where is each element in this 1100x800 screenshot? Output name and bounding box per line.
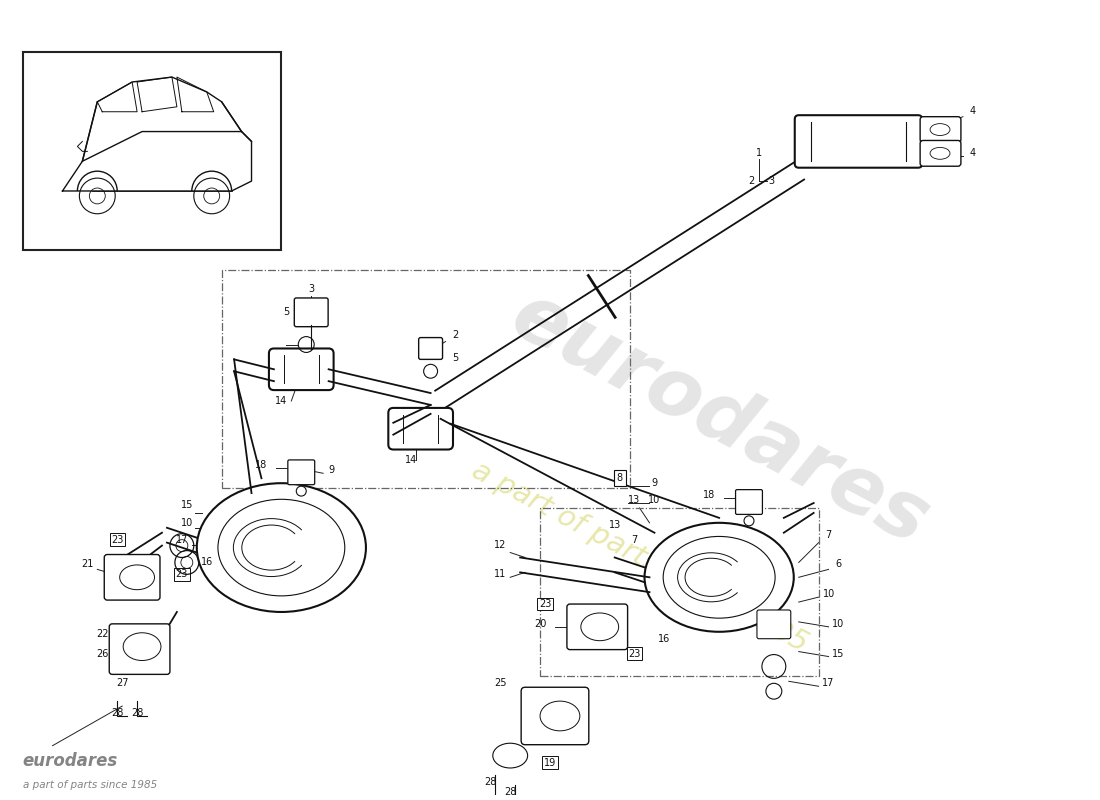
Text: 9: 9 xyxy=(328,466,334,475)
Text: 12: 12 xyxy=(494,539,506,550)
FancyBboxPatch shape xyxy=(757,610,791,638)
Text: 1: 1 xyxy=(756,148,762,158)
Text: eurodares: eurodares xyxy=(497,276,940,562)
FancyBboxPatch shape xyxy=(104,554,160,600)
Ellipse shape xyxy=(931,124,950,135)
Text: 11: 11 xyxy=(494,570,506,579)
FancyBboxPatch shape xyxy=(920,117,961,142)
Ellipse shape xyxy=(197,483,366,612)
Ellipse shape xyxy=(120,565,154,590)
Text: 10: 10 xyxy=(648,495,661,505)
Text: 18: 18 xyxy=(255,460,267,470)
Text: 19: 19 xyxy=(543,758,557,767)
Text: 13: 13 xyxy=(608,520,620,530)
Bar xyxy=(23,52,282,250)
Text: 23: 23 xyxy=(628,649,641,658)
Text: a part of parts since 1985: a part of parts since 1985 xyxy=(23,780,157,790)
Bar xyxy=(540,508,818,676)
Text: 24: 24 xyxy=(504,758,516,767)
Text: 5: 5 xyxy=(283,307,289,317)
Text: 28: 28 xyxy=(111,708,123,718)
Text: 17: 17 xyxy=(176,534,188,545)
Text: 6: 6 xyxy=(836,559,842,570)
Text: 7: 7 xyxy=(631,534,638,545)
Text: 4: 4 xyxy=(970,106,976,116)
FancyBboxPatch shape xyxy=(288,460,315,485)
FancyBboxPatch shape xyxy=(268,349,333,390)
Ellipse shape xyxy=(645,523,794,632)
Ellipse shape xyxy=(663,537,775,618)
Text: 10: 10 xyxy=(180,518,192,528)
Text: 9: 9 xyxy=(651,478,658,488)
Text: 27: 27 xyxy=(116,678,129,688)
FancyBboxPatch shape xyxy=(566,604,628,650)
Text: 8: 8 xyxy=(617,474,623,483)
Text: 2: 2 xyxy=(748,176,755,186)
Text: 5: 5 xyxy=(452,354,459,363)
Text: 23: 23 xyxy=(176,570,188,579)
FancyBboxPatch shape xyxy=(736,490,762,514)
Text: 23: 23 xyxy=(539,599,551,609)
Text: 4: 4 xyxy=(970,148,976,158)
Ellipse shape xyxy=(931,147,950,159)
FancyBboxPatch shape xyxy=(388,408,453,450)
FancyBboxPatch shape xyxy=(419,338,442,359)
Text: 28: 28 xyxy=(131,708,143,718)
Text: 16: 16 xyxy=(200,558,213,567)
FancyBboxPatch shape xyxy=(109,624,169,674)
FancyBboxPatch shape xyxy=(795,115,922,168)
Text: 23: 23 xyxy=(111,534,123,545)
Text: 28: 28 xyxy=(504,787,516,798)
Text: 15: 15 xyxy=(833,649,845,658)
FancyBboxPatch shape xyxy=(295,298,328,326)
Ellipse shape xyxy=(581,613,618,641)
Ellipse shape xyxy=(540,701,580,731)
Text: 3: 3 xyxy=(768,176,774,186)
Text: 18: 18 xyxy=(703,490,715,500)
Text: 16: 16 xyxy=(658,634,671,644)
Ellipse shape xyxy=(493,743,528,768)
Text: 26: 26 xyxy=(96,649,109,658)
FancyBboxPatch shape xyxy=(920,141,961,166)
Text: 7: 7 xyxy=(825,530,832,540)
Text: 22: 22 xyxy=(96,629,109,638)
Text: 3: 3 xyxy=(308,284,315,294)
Text: 25: 25 xyxy=(494,678,506,688)
Text: a part of parts since 1985: a part of parts since 1985 xyxy=(466,457,812,658)
Text: 14: 14 xyxy=(405,455,417,466)
Text: 2: 2 xyxy=(452,330,459,339)
Text: 10: 10 xyxy=(823,589,835,599)
Text: 14: 14 xyxy=(275,396,287,406)
FancyBboxPatch shape xyxy=(521,687,588,745)
Ellipse shape xyxy=(123,633,161,661)
Text: 17: 17 xyxy=(823,678,835,688)
Ellipse shape xyxy=(218,499,344,596)
Text: 20: 20 xyxy=(534,619,547,629)
Text: 10: 10 xyxy=(833,619,845,629)
Text: eurodares: eurodares xyxy=(23,753,118,770)
Text: 28: 28 xyxy=(484,778,496,787)
Text: 15: 15 xyxy=(180,500,192,510)
Bar xyxy=(222,270,629,488)
Text: 21: 21 xyxy=(81,559,94,570)
Text: 13: 13 xyxy=(628,495,640,505)
